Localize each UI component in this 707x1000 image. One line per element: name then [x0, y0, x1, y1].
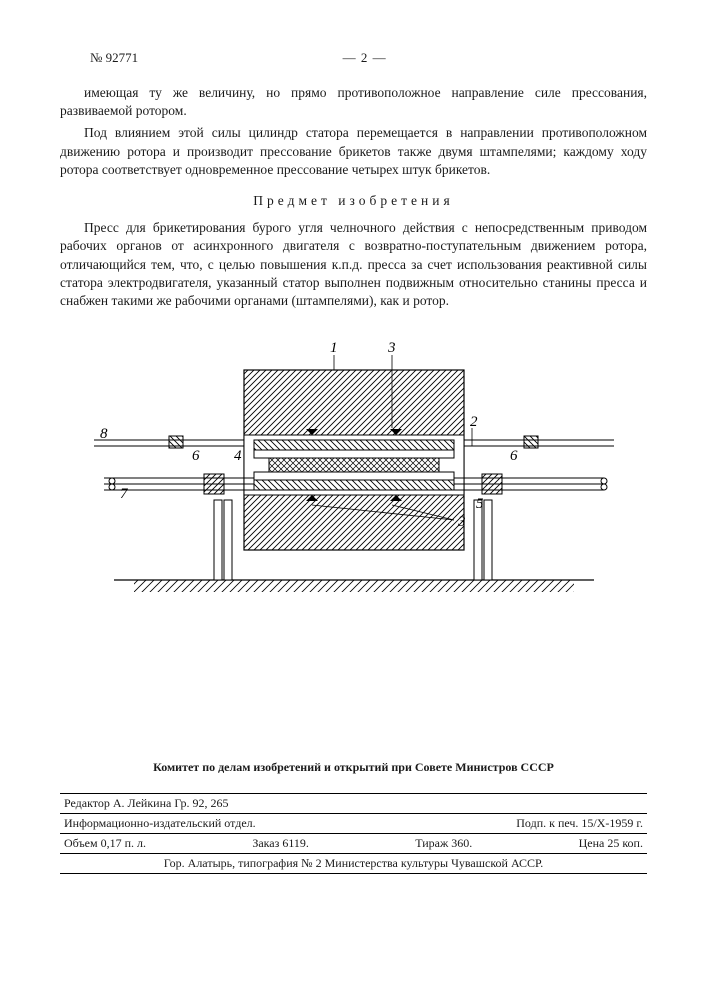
diagram-label-4: 4	[234, 448, 242, 464]
doc-number: № 92771	[90, 50, 138, 66]
imprint-block: Редактор А. Лейкина Гр. 92, 265 Информац…	[60, 793, 647, 874]
diagram-label-2: 2	[470, 414, 478, 430]
paragraph-2: Под влиянием этой силы цилиндр статора п…	[60, 124, 647, 179]
technical-diagram: 1 3 2 6 6 4 5 3 7 8	[74, 340, 634, 600]
diagram-label-7: 7	[120, 486, 129, 502]
committee-line: Комитет по делам изобретений и открытий …	[60, 760, 647, 775]
editor-line: Редактор А. Лейкина Гр. 92, 265	[60, 793, 647, 813]
imprint-date: Подп. к печ. 15/X-1959 г.	[516, 816, 643, 831]
imprint-tirage: Тираж 360.	[415, 836, 472, 851]
imprint-volume: Объем 0,17 п. л.	[64, 836, 146, 851]
imprint-dept: Информационно-издательский отдел.	[64, 816, 256, 831]
diagram-label-5: 5	[476, 496, 484, 512]
section-title: Предмет изобретения	[60, 193, 647, 209]
diagram-label-3a: 3	[387, 340, 396, 356]
paragraph-1: имеющая ту же величину, но прямо противо…	[60, 84, 647, 120]
page-number: — 2 —	[343, 50, 387, 66]
claim-paragraph: Пресс для брикетирования бурого угля чел…	[60, 219, 647, 310]
page-header: № 92771 — 2 —	[60, 50, 647, 66]
imprint-row-2: Объем 0,17 п. л. Заказ 6119. Тираж 360. …	[60, 833, 647, 853]
body-text: имеющая ту же величину, но прямо противо…	[60, 84, 647, 179]
imprint-price: Цена 25 коп.	[579, 836, 643, 851]
header-spacer	[591, 50, 617, 66]
diagram-container: 1 3 2 6 6 4 5 3 7 8	[60, 340, 647, 600]
imprint-row-1: Информационно-издательский отдел. Подп. …	[60, 813, 647, 833]
imprint-printer: Гор. Алатырь, типография № 2 Министерств…	[164, 856, 543, 871]
diagram-label-3b: 3	[457, 514, 466, 530]
claim-text: Пресс для брикетирования бурого угля чел…	[60, 219, 647, 310]
page: № 92771 — 2 — имеющая ту же величину, но…	[0, 0, 707, 1000]
imprint-row-3: Гор. Алатырь, типография № 2 Министерств…	[60, 853, 647, 874]
diagram-label-8: 8	[100, 426, 108, 442]
imprint-order: Заказ 6119.	[252, 836, 309, 851]
diagram-label-6b: 6	[510, 448, 518, 464]
diagram-label-1: 1	[330, 340, 338, 356]
diagram-label-6a: 6	[192, 448, 200, 464]
